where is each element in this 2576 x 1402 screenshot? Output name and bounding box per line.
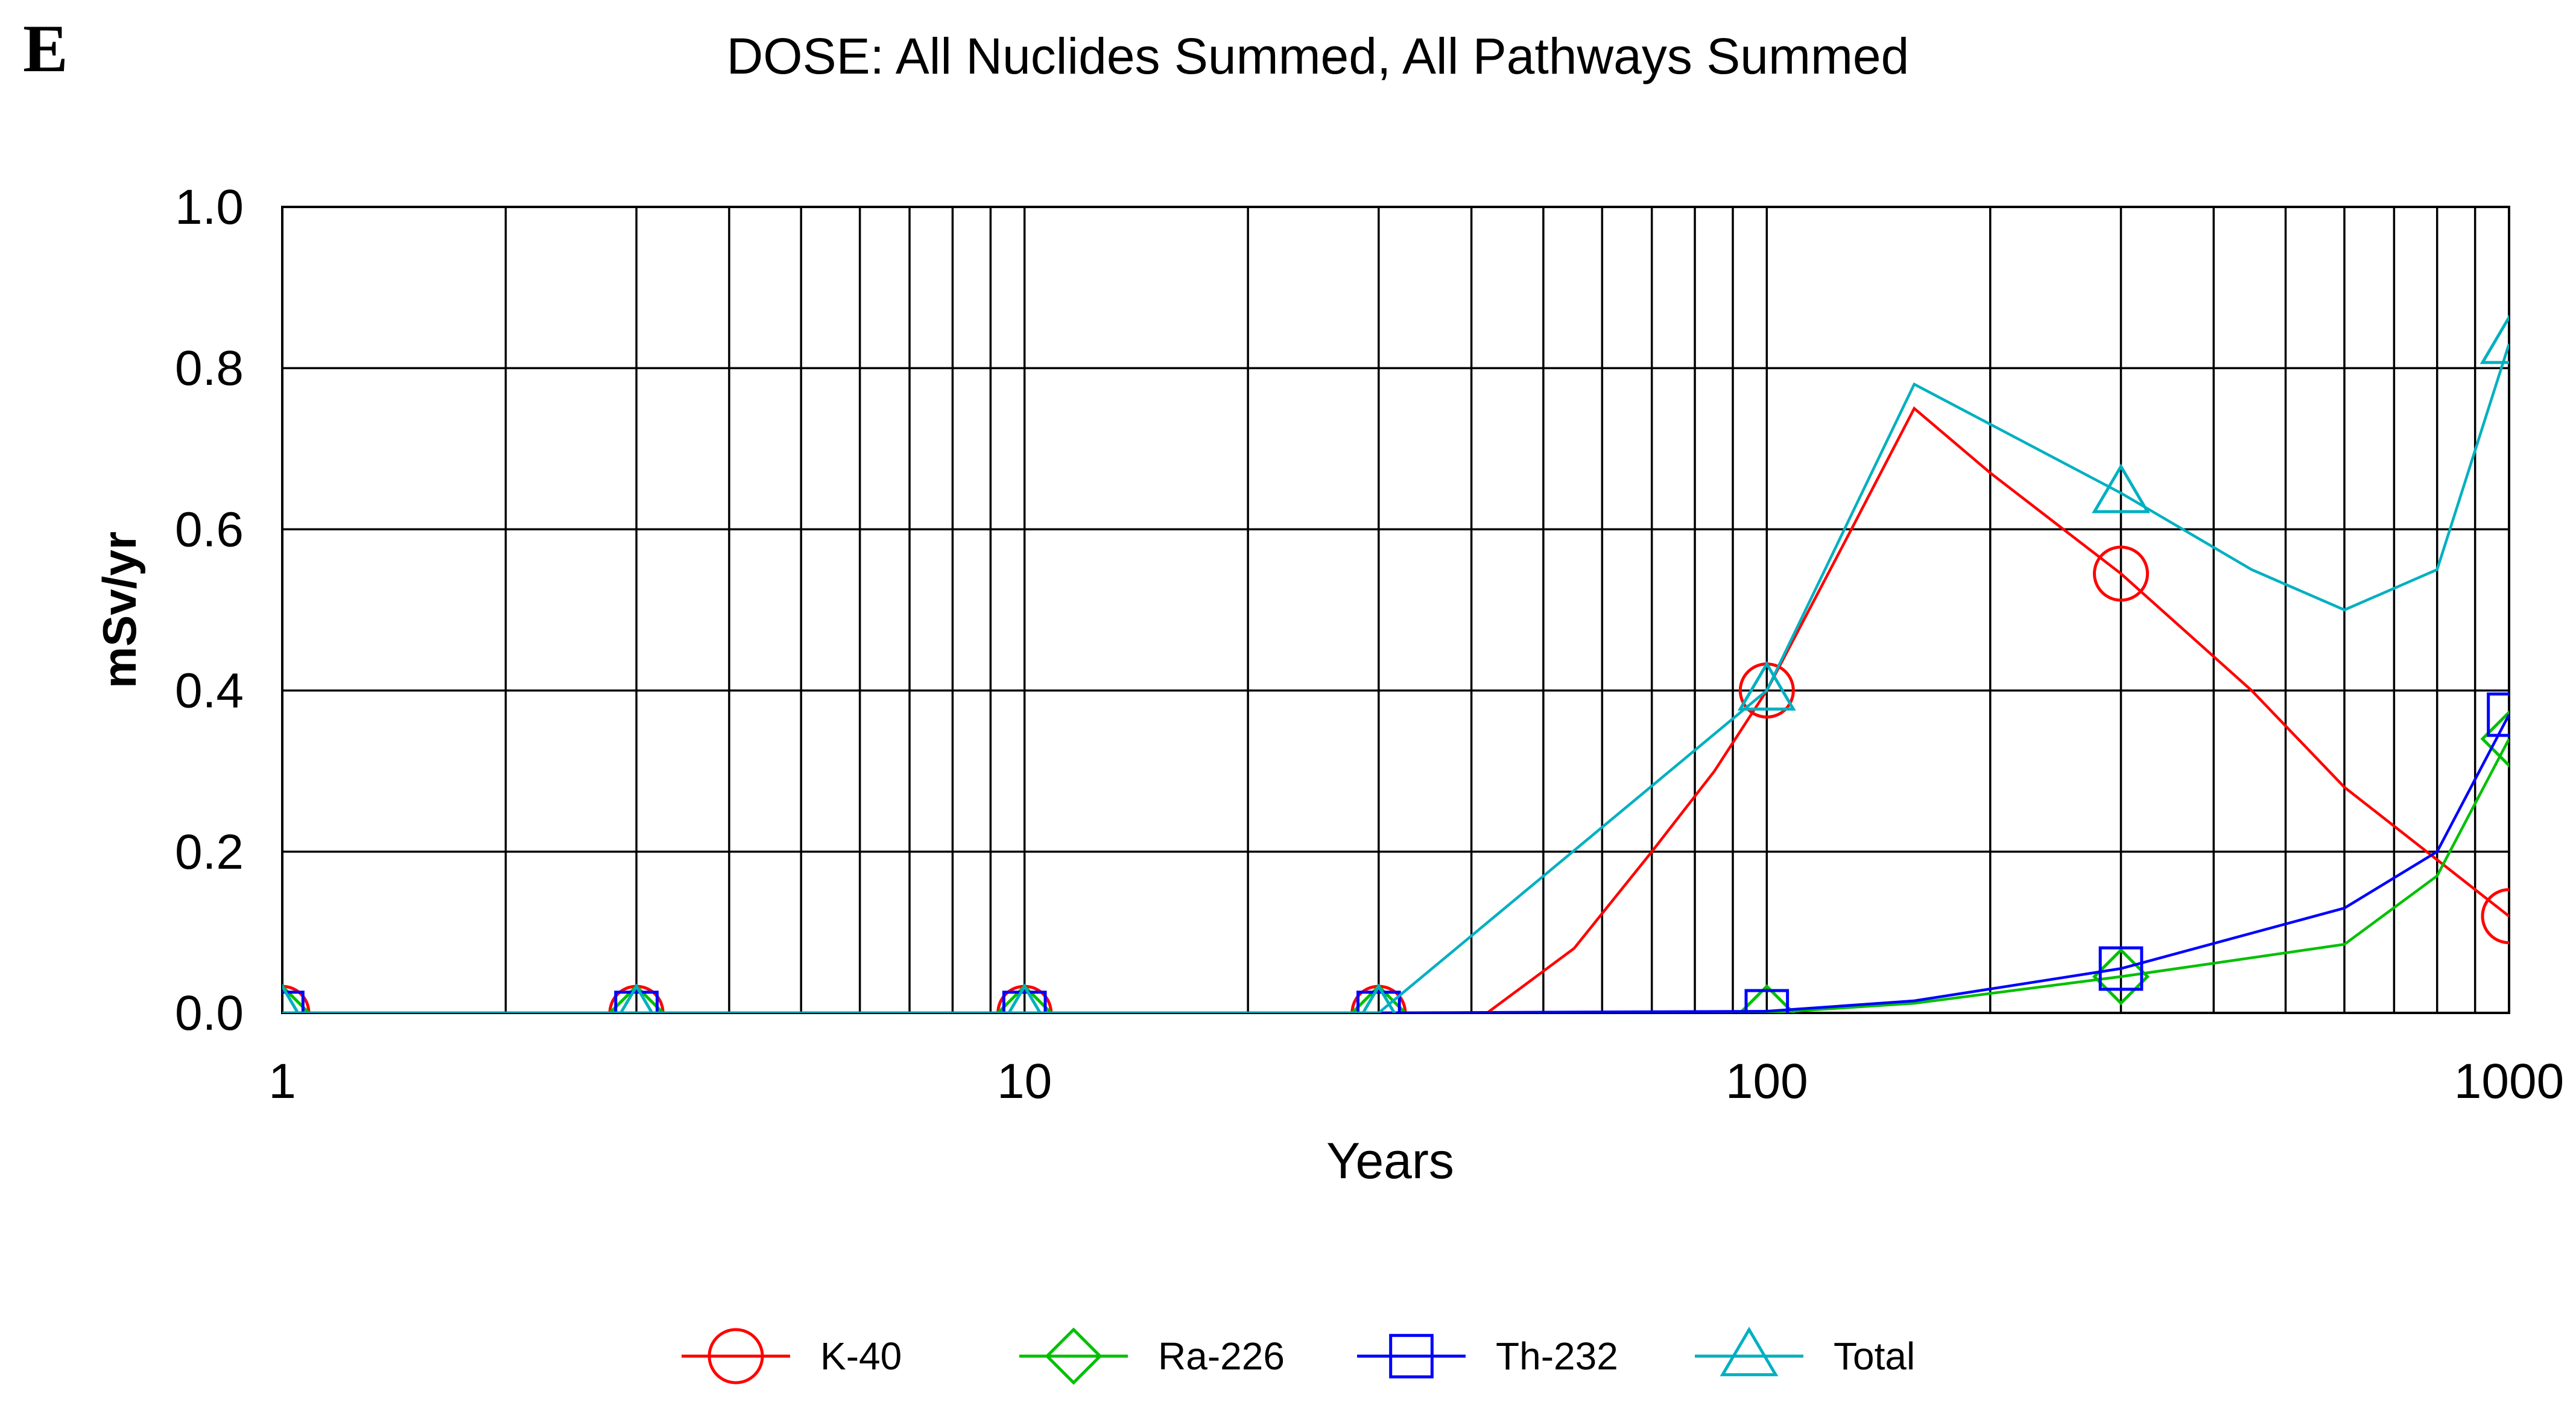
data-point-k-40	[2481, 888, 2509, 945]
data-point-total	[282, 983, 300, 1013]
data-point-th-232	[1356, 991, 1401, 1013]
x-tick-label: 1000	[2454, 1054, 2564, 1109]
panel-label: E	[23, 11, 68, 86]
data-point-th-232	[2098, 946, 2144, 991]
x-tick-label: 10	[997, 1054, 1052, 1109]
y-tick-labels: 0.0 0.2 0.4 0.6 0.8 1.0	[175, 180, 244, 1041]
grid	[282, 207, 2509, 1013]
series-line-total	[282, 343, 2509, 1013]
legend: K-40 Ra-226 Th-232 Total	[682, 1327, 1915, 1385]
data-point-th-232	[2487, 692, 2509, 737]
legend-marker	[1045, 1327, 1103, 1385]
data-point-th-232	[1744, 989, 1790, 1013]
y-tick-label: 0.2	[175, 825, 244, 880]
legend-marker	[1720, 1327, 1779, 1377]
data-point-total	[1361, 983, 1396, 1013]
data-point-th-232	[614, 991, 659, 1013]
legend-item-th-232: Th-232	[1357, 1334, 1618, 1378]
x-axis-label: Years	[1326, 1132, 1454, 1189]
data-point-total	[619, 983, 654, 1013]
y-tick-label: 0.4	[175, 664, 244, 718]
y-tick-label: 0.6	[175, 502, 244, 557]
y-tick-label: 1.0	[175, 180, 244, 235]
data-point-ra-226	[2092, 948, 2150, 1006]
legend-item-total: Total	[1695, 1327, 1915, 1378]
data-point-total	[2479, 314, 2509, 364]
x-tick-labels: 1 10 100 1000	[268, 1054, 2564, 1109]
data-point-ra-226	[282, 984, 311, 1013]
plot-frame	[281, 206, 2510, 1014]
x-tick-label: 100	[1726, 1054, 1808, 1109]
data-point-ra-226	[1738, 984, 1796, 1013]
series-th-232	[282, 692, 2509, 1013]
legend-marker	[1389, 1334, 1434, 1378]
data-point-ra-226	[1350, 984, 1408, 1013]
data-point-total	[1737, 661, 1796, 711]
y-tick-label: 0.0	[175, 986, 244, 1041]
series-line-k-40	[282, 406, 2509, 1013]
legend-label: Total	[1834, 1334, 1915, 1378]
series-line-ra-226	[282, 738, 2509, 1013]
legend-marker	[707, 1328, 764, 1385]
series-total	[282, 314, 2509, 1013]
legend-label: Ra-226	[1158, 1334, 1285, 1378]
series-k-40	[282, 406, 2509, 1013]
series	[282, 314, 2509, 1013]
data-point-th-232	[1002, 991, 1047, 1013]
legend-item-ra-226: Ra-226	[1019, 1327, 1285, 1385]
series-line-th-232	[282, 714, 2509, 1013]
y-tick-label: 0.8	[175, 341, 244, 396]
data-point-ra-226	[996, 984, 1054, 1013]
series-ra-226	[282, 710, 2509, 1013]
data-point-k-40	[2093, 545, 2150, 602]
y-axis-label: mSv/yr	[93, 531, 146, 688]
data-point-total	[1007, 983, 1042, 1013]
legend-label: Th-232	[1496, 1334, 1618, 1378]
legend-item-k-40: K-40	[682, 1328, 902, 1385]
data-point-total	[2092, 463, 2150, 513]
data-point-ra-226	[607, 984, 665, 1013]
chart-title: DOSE: All Nuclides Summed, All Pathways …	[727, 28, 1910, 84]
legend-label: K-40	[820, 1334, 902, 1378]
x-tick-label: 1	[268, 1054, 296, 1109]
data-point-ra-226	[2480, 710, 2509, 768]
